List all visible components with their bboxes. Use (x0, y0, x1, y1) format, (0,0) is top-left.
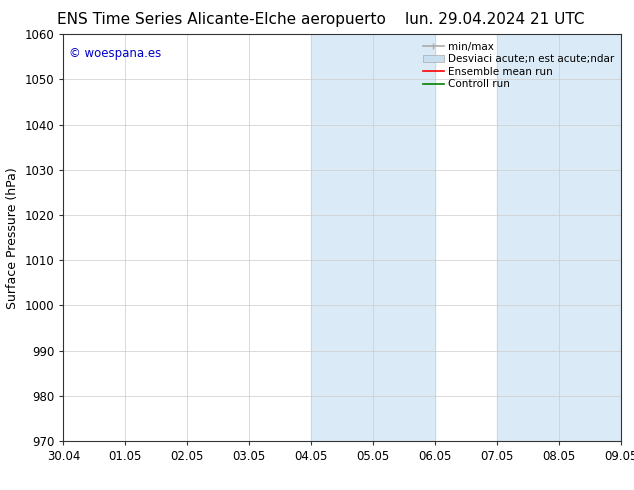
Text: © woespana.es: © woespana.es (69, 47, 161, 59)
Y-axis label: Surface Pressure (hPa): Surface Pressure (hPa) (6, 167, 19, 309)
Bar (497, 34, 559, 441)
Text: ENS Time Series Alicante-Elche aeropuerto: ENS Time Series Alicante-Elche aeropuert… (58, 12, 386, 27)
Bar (373, 34, 436, 441)
Text: lun. 29.04.2024 21 UTC: lun. 29.04.2024 21 UTC (404, 12, 585, 27)
Bar (559, 34, 621, 441)
Legend: min/max, Desviaci acute;n est acute;ndar, Ensemble mean run, Controll run: min/max, Desviaci acute;n est acute;ndar… (421, 40, 616, 92)
Bar (311, 34, 373, 441)
